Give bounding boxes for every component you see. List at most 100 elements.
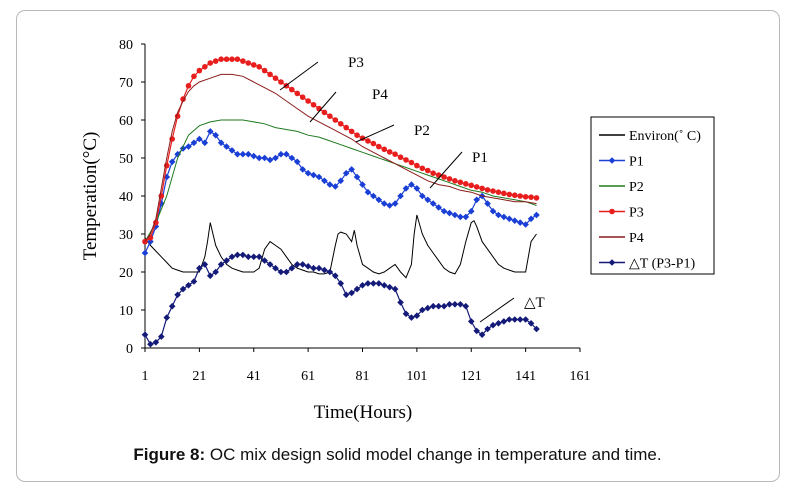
data-point xyxy=(321,266,328,274)
data-point xyxy=(196,264,203,272)
data-point xyxy=(321,109,328,116)
data-point xyxy=(473,327,480,335)
data-point xyxy=(250,253,258,261)
series-line xyxy=(144,214,537,279)
data-point xyxy=(294,90,301,97)
data-point xyxy=(500,318,508,325)
data-point xyxy=(364,188,372,196)
data-point xyxy=(196,135,203,143)
data-point xyxy=(283,268,290,276)
data-point xyxy=(141,331,149,338)
data-point xyxy=(484,325,491,333)
data-point xyxy=(315,173,323,181)
data-point xyxy=(289,86,295,93)
data-point xyxy=(342,291,350,299)
data-point xyxy=(212,131,219,139)
data-point xyxy=(250,152,258,160)
data-point xyxy=(533,211,540,219)
data-point xyxy=(288,264,296,272)
data-point xyxy=(168,158,176,166)
data-point xyxy=(408,159,415,166)
data-point xyxy=(299,94,306,101)
data-point xyxy=(435,172,442,178)
x-tick-label: 121 xyxy=(461,369,482,384)
data-point xyxy=(457,213,464,221)
data-point xyxy=(435,302,442,310)
data-point xyxy=(414,162,420,169)
data-point xyxy=(191,73,197,80)
annotation-leader xyxy=(429,151,463,189)
data-point xyxy=(429,200,437,207)
annotation-3: P1 xyxy=(429,150,488,189)
data-point xyxy=(185,282,192,289)
data-point xyxy=(506,191,513,198)
data-point xyxy=(353,285,361,293)
annotation-1: P4 xyxy=(309,87,388,123)
legend-label: P1 xyxy=(629,155,644,170)
data-point xyxy=(310,101,317,108)
data-point xyxy=(228,147,236,154)
data-point xyxy=(299,166,306,173)
chart-annotations: P3 P4 P2 P1 △T xyxy=(279,55,545,323)
data-point xyxy=(452,177,458,184)
series-5 xyxy=(141,251,540,348)
data-point xyxy=(359,282,366,289)
data-point xyxy=(202,63,208,70)
data-point xyxy=(272,264,279,272)
data-point xyxy=(424,196,432,204)
data-point xyxy=(185,143,192,150)
data-point xyxy=(218,56,224,63)
y-tick-label: 60 xyxy=(119,114,133,129)
data-point xyxy=(201,261,209,268)
legend-item-3: P3 xyxy=(599,206,644,221)
data-point xyxy=(240,58,246,64)
data-point xyxy=(403,157,409,163)
data-point xyxy=(408,181,415,188)
annotation-0: P3 xyxy=(279,55,364,91)
data-point xyxy=(506,316,513,323)
legend-label: △T (P3-P1) xyxy=(629,257,695,272)
annotation-leader xyxy=(309,91,337,123)
data-point xyxy=(217,139,225,147)
data-point xyxy=(440,207,448,215)
data-point xyxy=(234,56,241,63)
y-axis-label: Temperation(°C) xyxy=(80,132,101,261)
data-point xyxy=(266,156,274,164)
data-point xyxy=(278,79,284,85)
data-point xyxy=(489,321,497,329)
legend-item-4: P4 xyxy=(599,231,644,246)
data-point xyxy=(304,169,312,177)
data-point xyxy=(506,215,513,223)
data-point xyxy=(163,314,171,321)
annotation-leader xyxy=(279,61,319,91)
data-point xyxy=(402,310,410,318)
data-point xyxy=(380,282,388,289)
data-point xyxy=(413,312,421,319)
data-point xyxy=(228,253,236,261)
data-point xyxy=(255,154,263,162)
legend-label: P4 xyxy=(629,231,644,246)
data-point xyxy=(174,291,181,299)
data-point xyxy=(511,217,519,224)
data-point xyxy=(239,251,247,259)
data-point xyxy=(484,187,491,193)
y-tick-label: 20 xyxy=(119,266,133,281)
chart-legend: Environ(˚ C) P1 P2 P3 P4 △T (P3-P1) xyxy=(590,116,715,275)
data-point xyxy=(206,272,214,280)
data-point xyxy=(473,184,480,190)
data-point xyxy=(527,215,535,223)
data-point xyxy=(343,124,349,131)
legend-label: P3 xyxy=(629,206,644,221)
data-point xyxy=(397,299,404,306)
data-point xyxy=(489,207,497,215)
data-point xyxy=(375,196,383,204)
x-tick-label: 101 xyxy=(406,369,427,384)
data-point xyxy=(234,251,241,259)
data-point xyxy=(229,56,235,63)
data-point xyxy=(608,259,616,266)
data-point xyxy=(424,304,432,312)
data-point xyxy=(332,183,339,190)
data-point xyxy=(174,150,181,158)
series-0 xyxy=(144,214,537,279)
